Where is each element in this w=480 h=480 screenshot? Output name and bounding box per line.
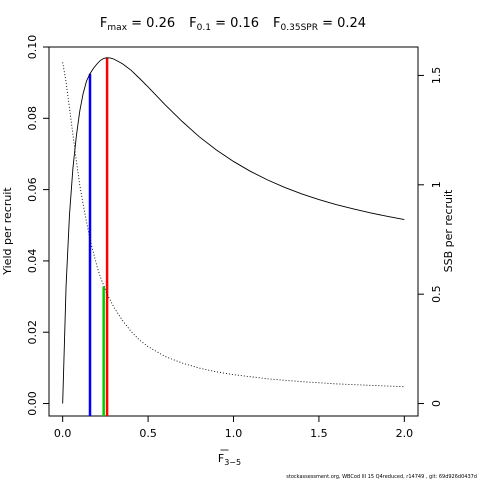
x-tick-label: 2.0 xyxy=(396,427,414,440)
title-value: = 0.24 xyxy=(318,16,366,31)
title-subscript: 0.35SPR xyxy=(281,23,318,33)
x-axis-label-symbol: F xyxy=(218,452,224,465)
series-lines xyxy=(62,57,405,404)
y-left-tick-label: 0.10 xyxy=(26,35,39,60)
x-tick-label: 1.0 xyxy=(225,427,243,440)
y-axis-label-right: SSB per recruit xyxy=(442,189,455,272)
x-axis-label: F3−5 xyxy=(218,449,241,467)
x-axis: 0.0 0.5 1.0 1.5 2.0 xyxy=(54,415,414,440)
reference-lines xyxy=(88,57,109,416)
y-left-tick-label: 0.06 xyxy=(26,177,39,202)
title-subscript: 0.1 xyxy=(197,23,211,33)
chart-title: Fmax = 0.26 F0.1 = 0.16 F0.35SPR = 0.24 xyxy=(100,16,366,33)
title-text: Fmax = 0.26 F0.1 = 0.16 F0.35SPR = 0.24 xyxy=(100,16,366,33)
title-value: = 0.26 xyxy=(127,16,175,31)
footer-text: stockassessment.org, WBCod III 15 Q4redu… xyxy=(286,474,477,480)
title-subscript: max xyxy=(107,23,127,33)
x-tick-label: 1.5 xyxy=(310,427,328,440)
title-symbol: F xyxy=(189,16,196,31)
title-symbol: F xyxy=(273,16,280,31)
y-axis-label-left: Yield per recruit xyxy=(1,187,14,276)
y-right-tick-label: 0 xyxy=(430,400,443,407)
y-right-tick-label: 0.5 xyxy=(430,285,443,303)
y-right-tick-label: 1.5 xyxy=(430,67,443,85)
title-value: = 0.16 xyxy=(211,16,259,31)
x-axis-label-subscript: 3−5 xyxy=(224,458,241,467)
y-left-tick-label: 0.04 xyxy=(26,249,39,274)
y-left-tick-label: 0.00 xyxy=(26,391,39,416)
ssb-per-recruit-line xyxy=(62,62,405,388)
x-tick-label: 0.5 xyxy=(139,427,157,440)
yield-per-recruit-line xyxy=(62,57,405,404)
y-axis-right: 0 0.5 1 1.5 xyxy=(418,67,443,407)
x-axis-label-text: F3−5 xyxy=(218,452,241,467)
y-left-tick-label: 0.02 xyxy=(26,320,39,345)
x-tick-label: 0.0 xyxy=(54,427,72,440)
title-symbol: F xyxy=(100,16,107,31)
y-left-tick-label: 0.08 xyxy=(26,106,39,131)
y-right-tick-label: 1 xyxy=(430,181,443,188)
y-axis-left: 0.00 0.02 0.04 0.06 0.08 0.10 xyxy=(26,35,49,416)
